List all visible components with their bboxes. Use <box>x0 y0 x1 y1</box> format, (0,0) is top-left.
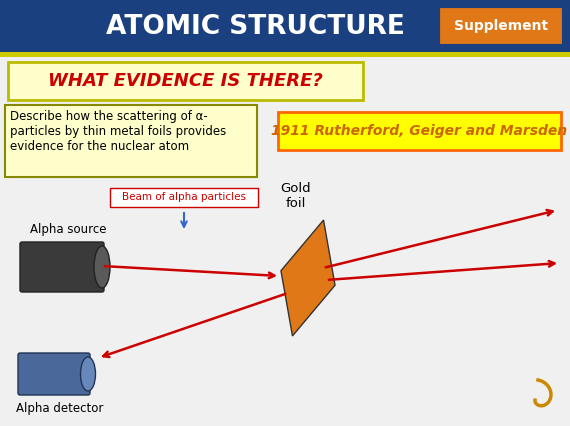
Text: Gold
foil: Gold foil <box>280 182 311 210</box>
Text: ATOMIC STRUCTURE: ATOMIC STRUCTURE <box>105 14 405 40</box>
FancyBboxPatch shape <box>5 105 257 177</box>
Polygon shape <box>281 220 335 336</box>
Text: Describe how the scattering of α-
particles by thin metal foils provides
evidenc: Describe how the scattering of α- partic… <box>10 110 226 153</box>
Text: Supplement: Supplement <box>454 19 548 33</box>
Text: Alpha detector: Alpha detector <box>17 402 104 415</box>
Ellipse shape <box>80 357 96 391</box>
Text: Beam of alpha particles: Beam of alpha particles <box>122 193 246 202</box>
Text: Alpha source: Alpha source <box>30 223 106 236</box>
Ellipse shape <box>94 246 110 288</box>
FancyBboxPatch shape <box>0 0 570 52</box>
FancyBboxPatch shape <box>438 6 564 46</box>
FancyBboxPatch shape <box>18 353 90 395</box>
Text: WHAT EVIDENCE IS THERE?: WHAT EVIDENCE IS THERE? <box>48 72 323 90</box>
FancyBboxPatch shape <box>20 242 104 292</box>
Text: 1911 Rutherford, Geiger and Marsden: 1911 Rutherford, Geiger and Marsden <box>271 124 568 138</box>
FancyBboxPatch shape <box>278 112 561 150</box>
FancyBboxPatch shape <box>110 188 258 207</box>
FancyBboxPatch shape <box>8 62 363 100</box>
FancyBboxPatch shape <box>0 52 570 57</box>
